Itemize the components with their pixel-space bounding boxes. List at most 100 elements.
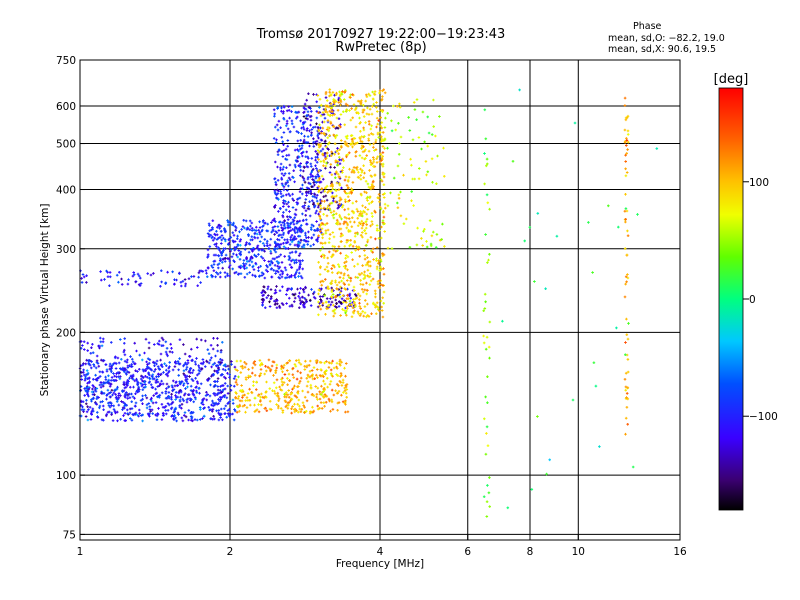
data-point: [227, 242, 231, 245]
data-point: [183, 414, 186, 417]
data-point: [81, 344, 84, 347]
data-point: [235, 359, 239, 363]
data-point: [118, 271, 121, 274]
data-point: [338, 358, 342, 362]
data-point: [273, 392, 277, 395]
data-point: [376, 131, 380, 135]
data-point: [296, 148, 299, 151]
data-point: [373, 149, 376, 152]
data-point: [170, 393, 173, 396]
data-point: [488, 253, 491, 256]
data-point: [378, 89, 382, 93]
data-point: [432, 230, 435, 234]
data-point: [287, 372, 291, 376]
data-point: [331, 187, 334, 191]
data-point: [280, 377, 283, 381]
data-point: [435, 233, 439, 236]
data-point: [380, 305, 383, 309]
data-point: [434, 134, 437, 138]
data-point: [137, 387, 140, 391]
data-point: [213, 232, 216, 236]
data-point: [315, 361, 318, 365]
data-point: [122, 414, 125, 417]
data-point: [116, 398, 120, 401]
data-point: [304, 234, 307, 237]
data-point: [128, 407, 132, 411]
data-point: [381, 296, 384, 300]
data-point: [536, 415, 539, 418]
data-point: [332, 314, 335, 318]
data-point: [386, 204, 390, 208]
data-point: [244, 410, 247, 414]
data-point: [273, 114, 276, 118]
data-point: [296, 156, 299, 160]
data-point: [85, 402, 88, 406]
data-point: [157, 375, 160, 378]
data-point: [322, 195, 325, 198]
data-point: [81, 273, 85, 276]
data-point: [336, 391, 339, 395]
data-point: [83, 394, 86, 397]
data-point: [312, 243, 315, 246]
data-point: [339, 375, 342, 378]
data-point: [171, 368, 175, 372]
data-point: [287, 192, 290, 196]
data-point: [306, 177, 310, 181]
data-point: [342, 222, 346, 226]
data-point: [92, 385, 96, 389]
data-point: [188, 355, 192, 358]
data-point: [156, 365, 160, 368]
data-point: [379, 131, 382, 134]
data-point: [368, 169, 371, 172]
data-point: [315, 220, 318, 223]
data-point: [382, 290, 386, 294]
data-point: [343, 401, 346, 404]
data-point: [281, 270, 285, 274]
data-point: [263, 372, 266, 376]
data-point: [307, 293, 310, 297]
data-point: [336, 206, 340, 210]
data-point: [264, 395, 267, 398]
data-point: [194, 362, 197, 366]
data-point: [484, 452, 488, 456]
data-point: [411, 177, 414, 181]
data-point: [183, 352, 187, 356]
data-point: [381, 145, 385, 148]
data-point: [301, 151, 304, 154]
data-point: [102, 404, 105, 408]
data-point: [116, 410, 119, 414]
data-point: [308, 411, 312, 415]
data-point: [309, 118, 313, 122]
data-point: [219, 229, 223, 233]
data-point: [319, 368, 323, 371]
data-point: [161, 338, 165, 342]
data-point: [298, 299, 302, 302]
data-point: [173, 365, 177, 368]
data-point: [484, 395, 487, 399]
data-point: [288, 256, 292, 260]
data-point: [98, 370, 102, 374]
data-point: [126, 282, 130, 286]
data-point: [316, 386, 320, 390]
data-point: [276, 264, 279, 268]
data-point: [332, 209, 336, 213]
data-point: [324, 110, 327, 113]
data-point: [624, 275, 628, 278]
data-point: [295, 396, 299, 399]
data-point: [271, 219, 275, 222]
data-point: [363, 311, 367, 315]
data-point: [361, 235, 364, 239]
data-point: [215, 271, 218, 274]
data-point: [288, 296, 291, 300]
data-point: [233, 375, 237, 378]
data-point: [85, 399, 88, 402]
data-point: [345, 142, 349, 145]
data-point: [236, 405, 239, 409]
data-point: [235, 383, 239, 386]
data-point: [348, 167, 351, 171]
data-point: [286, 383, 289, 386]
data-point: [253, 410, 257, 413]
data-point: [278, 220, 281, 224]
data-point: [220, 234, 224, 237]
data-point: [231, 398, 235, 402]
